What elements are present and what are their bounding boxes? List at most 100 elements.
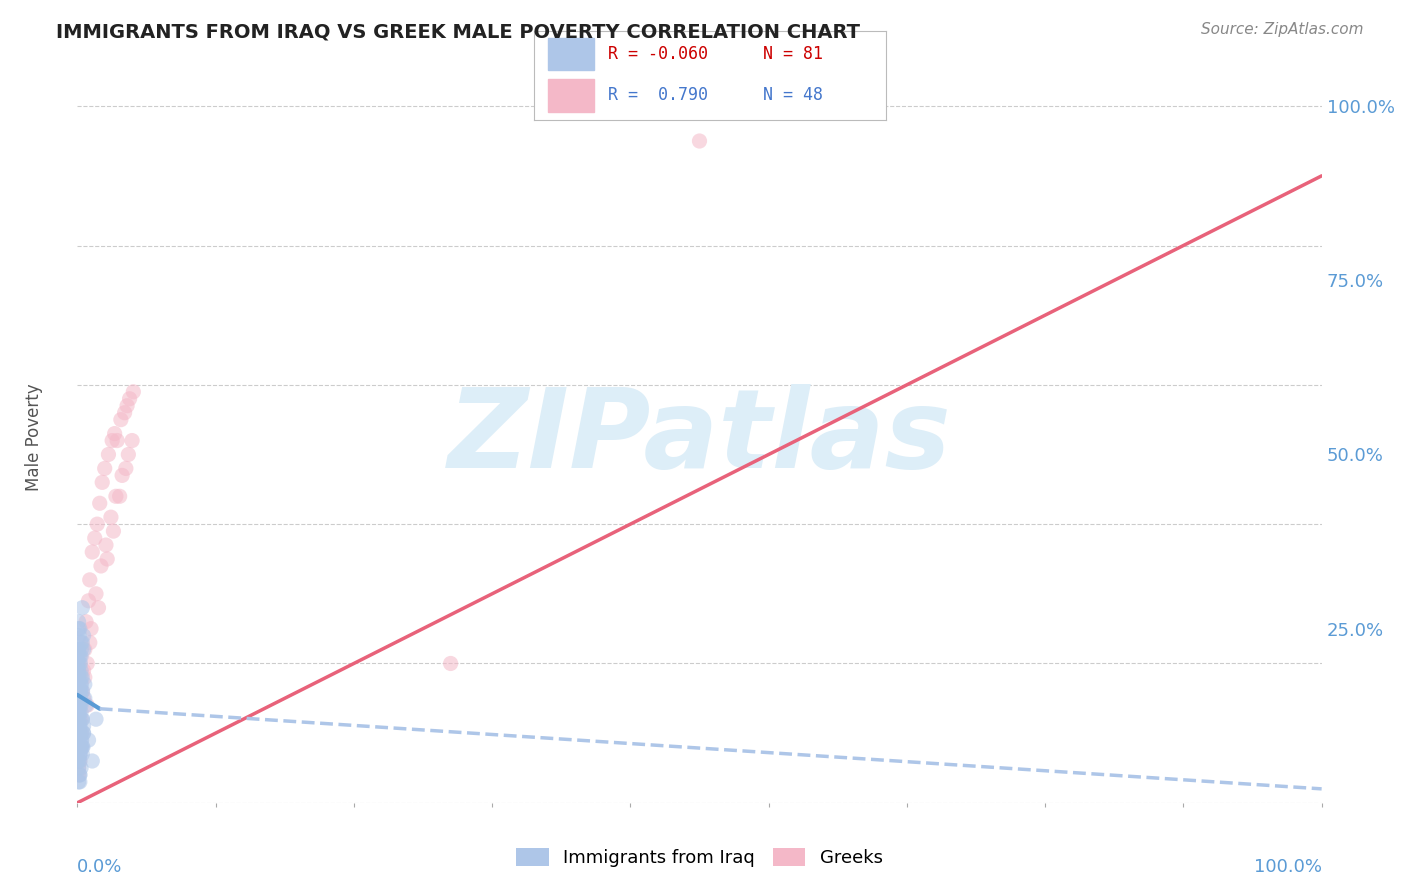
Point: [101, 434, 124, 448]
Point: [73, 642, 96, 657]
Point: [69, 775, 91, 789]
Point: [94, 538, 117, 552]
Point: [72, 629, 94, 643]
Point: [67, 670, 90, 684]
Point: [115, 399, 138, 413]
Point: [70, 733, 93, 747]
Point: [72, 740, 94, 755]
Point: [69, 649, 91, 664]
Point: [67, 761, 90, 775]
Point: [67, 629, 90, 643]
Point: [76, 657, 98, 671]
Point: [72, 726, 94, 740]
Point: [69, 740, 91, 755]
Point: [66, 754, 89, 768]
Point: [73, 670, 96, 684]
Point: [67, 664, 90, 678]
Point: [80, 622, 103, 636]
Point: [69, 698, 91, 713]
Text: 0.0%: 0.0%: [77, 858, 122, 876]
Point: [69, 719, 91, 733]
Bar: [548, 38, 593, 70]
Point: [69, 768, 91, 782]
Point: [70, 698, 93, 713]
Point: [67, 754, 90, 768]
Point: [100, 510, 122, 524]
Point: [72, 740, 94, 755]
Point: [82, 754, 104, 768]
Point: [105, 434, 128, 448]
Point: [77, 733, 100, 747]
Point: [72, 670, 94, 684]
Point: [79, 635, 101, 649]
Text: N = 81: N = 81: [762, 45, 823, 63]
Point: [69, 684, 91, 698]
Point: [91, 475, 114, 490]
Point: [67, 761, 90, 775]
Point: [70, 740, 93, 755]
Point: [66, 657, 89, 671]
Point: [70, 726, 93, 740]
Point: [104, 489, 127, 503]
Point: [67, 775, 90, 789]
Point: [70, 664, 93, 678]
Point: [70, 726, 93, 740]
Point: [67, 705, 90, 719]
Text: Source: ZipAtlas.com: Source: ZipAtlas.com: [1201, 22, 1364, 37]
Point: [86, 517, 108, 532]
Point: [73, 691, 96, 706]
Point: [70, 670, 93, 684]
Point: [93, 461, 115, 475]
Point: [72, 684, 94, 698]
Point: [110, 412, 132, 426]
Point: [70, 677, 93, 691]
Point: [72, 712, 94, 726]
Text: Male Poverty: Male Poverty: [25, 384, 42, 491]
Point: [69, 657, 91, 671]
Point: [118, 392, 141, 406]
Point: [89, 496, 111, 510]
Point: [104, 426, 127, 441]
Point: [114, 406, 136, 420]
Point: [117, 448, 139, 462]
Point: [72, 642, 94, 657]
Point: [82, 545, 104, 559]
Point: [70, 649, 93, 664]
Point: [72, 691, 94, 706]
Point: [115, 461, 138, 475]
Point: [69, 768, 91, 782]
Point: [70, 684, 93, 698]
Bar: [548, 79, 593, 112]
Point: [67, 684, 90, 698]
Point: [97, 448, 120, 462]
Point: [69, 747, 91, 761]
Point: [73, 677, 96, 691]
Legend: Immigrants from Iraq, Greeks: Immigrants from Iraq, Greeks: [509, 840, 890, 874]
Point: [70, 761, 93, 775]
Point: [87, 600, 110, 615]
Point: [67, 705, 90, 719]
Point: [67, 670, 90, 684]
Point: [67, 691, 90, 706]
Point: [67, 664, 90, 678]
Point: [67, 740, 90, 755]
Point: [69, 698, 91, 713]
Point: [72, 600, 94, 615]
Point: [69, 691, 91, 706]
Point: [70, 705, 93, 719]
Point: [77, 594, 100, 608]
Point: [67, 768, 90, 782]
Point: [75, 698, 97, 713]
Text: ZIPatlas: ZIPatlas: [447, 384, 952, 491]
Point: [66, 712, 89, 726]
Point: [689, 134, 711, 148]
Point: [67, 733, 90, 747]
Point: [96, 552, 118, 566]
Point: [121, 434, 143, 448]
Point: [84, 587, 107, 601]
Point: [122, 384, 145, 399]
Point: [108, 489, 131, 503]
Point: [75, 615, 97, 629]
Point: [70, 712, 93, 726]
Point: [69, 622, 91, 636]
